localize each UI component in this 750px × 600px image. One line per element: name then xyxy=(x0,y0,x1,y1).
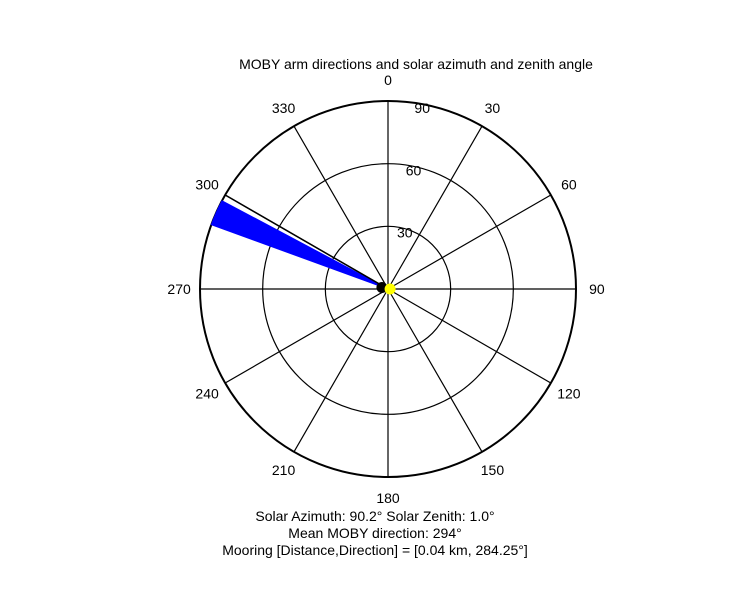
angle-label-210: 210 xyxy=(272,462,296,478)
radius-label-30: 30 xyxy=(397,224,413,240)
ring-30 xyxy=(324,225,452,353)
chart-title: MOBY arm directions and solar azimuth an… xyxy=(239,56,593,72)
radius-label-90: 90 xyxy=(414,100,430,116)
spoke-240 xyxy=(224,288,389,384)
spoke-60 xyxy=(387,194,552,290)
moby-marker xyxy=(376,281,388,293)
spoke-30 xyxy=(387,125,483,290)
angle-label-90: 90 xyxy=(589,281,605,297)
mean-direction-text: Mean MOBY direction: 294° xyxy=(288,525,462,541)
solar-angles-text: Solar Azimuth: 90.2° Solar Zenith: 1.0° xyxy=(255,508,495,524)
ring-90 xyxy=(199,100,577,478)
angle-label-30: 30 xyxy=(485,100,501,116)
radius-label-60: 60 xyxy=(406,162,422,178)
data-marks xyxy=(210,194,396,295)
mean-direction-line xyxy=(224,194,389,290)
spoke-120 xyxy=(387,288,552,384)
mooring-text: Mooring [Distance,Direction] = [0.04 km,… xyxy=(222,542,528,558)
angle-label-60: 60 xyxy=(561,177,577,193)
angle-label-180: 180 xyxy=(376,490,400,506)
spoke-210 xyxy=(293,288,389,453)
sun-marker xyxy=(384,283,396,295)
angle-label-150: 150 xyxy=(481,462,505,478)
tick-labels: 0 30 60 90 120 150 180 210 240 270 300 330 30 60 90 xyxy=(167,72,604,506)
angle-label-330: 330 xyxy=(272,100,296,116)
angle-label-240: 240 xyxy=(195,385,219,401)
angle-label-120: 120 xyxy=(557,385,581,401)
angle-label-300: 300 xyxy=(195,177,219,193)
angle-label-0: 0 xyxy=(384,72,392,88)
ring-60 xyxy=(262,163,514,415)
spoke-330 xyxy=(293,125,389,290)
angle-label-270: 270 xyxy=(167,281,191,297)
arm-direction-sector xyxy=(210,200,389,290)
spoke-150 xyxy=(387,288,483,453)
